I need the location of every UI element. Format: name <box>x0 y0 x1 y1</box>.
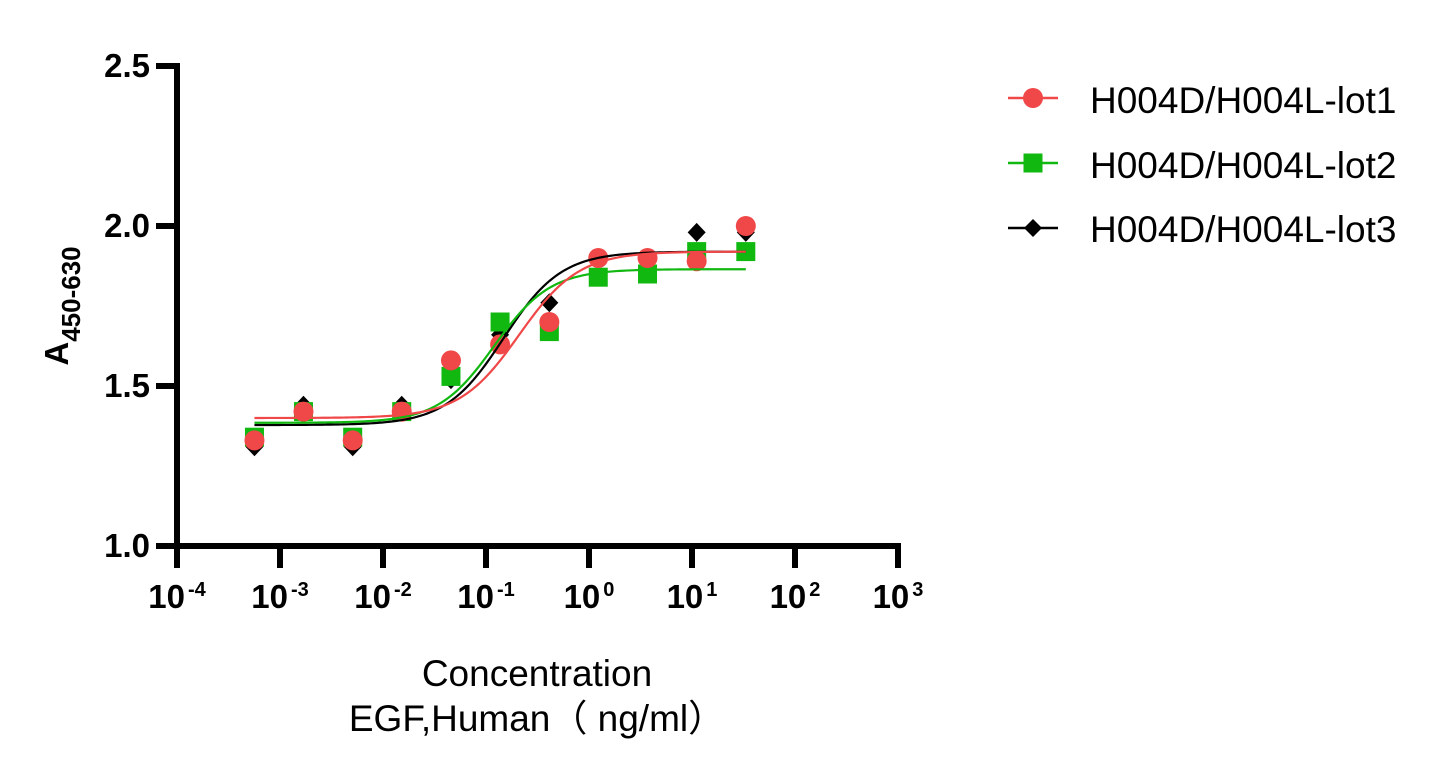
fit-curve-lot1 <box>254 250 746 420</box>
x-tick-label: 10 1 <box>667 578 718 615</box>
x-tick-label-exponent: -1 <box>497 579 515 601</box>
x-tick-label-base: 10 <box>251 578 288 615</box>
x-tick-label: 10 3 <box>873 578 924 615</box>
legend-label-lot2: H004D/H004L-lot2 <box>1090 145 1396 186</box>
x-tick-label-base: 10 <box>354 578 391 615</box>
data-point-lot1 <box>342 430 363 451</box>
x-tick-label-exponent: -3 <box>291 579 309 601</box>
x-axis-title-line1: Concentration <box>422 653 652 694</box>
data-point-lot3 <box>540 293 559 313</box>
legend-item-lot3: H004D/H004L-lot3 <box>1008 209 1396 250</box>
y-axis-title-subscript: 450-630 <box>56 246 86 341</box>
x-tick-label: 10 -3 <box>251 578 309 615</box>
legend: H004D/H004L-lot1 H004D/H004L-lot2 H004D/… <box>1008 80 1396 250</box>
y-tick-label: 2.5 <box>104 47 150 84</box>
legend-label-lot3: H004D/H004L-lot3 <box>1090 209 1396 250</box>
data-point-lot1 <box>293 401 314 422</box>
legend-label-lot1: H004D/H004L-lot1 <box>1090 80 1396 121</box>
x-axis-title-line2: EGF,Human（ ng/ml） <box>349 698 725 739</box>
x-tick-label: 10 2 <box>770 578 821 615</box>
x-tick-label-exponent: -4 <box>188 579 207 601</box>
x-tick-label-exponent: 3 <box>912 579 923 601</box>
data-point-lot2 <box>490 312 510 332</box>
fit-curves <box>254 250 746 427</box>
data-point-lot1 <box>735 216 756 236</box>
fit-curve-lot2 <box>254 268 746 424</box>
x-tick-label-exponent: 0 <box>603 579 614 601</box>
x-tick-label-base: 10 <box>457 578 494 615</box>
y-tick-label: 2.0 <box>104 207 150 244</box>
data-point-lot1 <box>539 312 560 332</box>
x-tick-label: 10 -1 <box>457 578 515 615</box>
legend-item-lot2: H004D/H004L-lot2 <box>1008 145 1396 186</box>
legend-item-lot1: H004D/H004L-lot1 <box>1008 80 1396 121</box>
x-tick-label-base: 10 <box>564 578 601 615</box>
x-tick-label: 10 -4 <box>148 578 206 615</box>
data-point-lot2 <box>441 366 461 386</box>
y-tick-label: 1.0 <box>104 527 150 564</box>
data-point-lot1 <box>637 248 658 268</box>
y-axis-title-main: A <box>38 342 75 366</box>
data-point-lot2 <box>736 242 756 262</box>
x-tick-label: 10 -2 <box>354 578 412 615</box>
data-point-lot2 <box>588 267 608 287</box>
data-point-lot1 <box>244 430 265 451</box>
x-tick-label-exponent: -2 <box>394 579 412 601</box>
x-tick-label: 10 0 <box>564 578 615 615</box>
x-tick-label-base: 10 <box>873 578 910 615</box>
x-tick-label-base: 10 <box>667 578 704 615</box>
legend-circle-marker-icon <box>1023 88 1043 108</box>
x-tick-label-exponent: 2 <box>809 579 820 601</box>
data-point-lot1 <box>440 350 461 371</box>
y-tick-label: 1.5 <box>104 367 150 404</box>
legend-diamond-marker-icon <box>1024 219 1042 237</box>
y-axis-title: A450-630 <box>38 246 86 365</box>
x-tick-label-base: 10 <box>148 578 185 615</box>
x-tick-label-base: 10 <box>770 578 807 615</box>
legend-square-marker-icon <box>1023 153 1043 173</box>
axes: 1.01.52.02.510 -4 10 -3 10 -2 10 -1 10 0 10 1 10 2 10 3 <box>104 47 923 615</box>
data-point-lot1 <box>686 251 707 272</box>
data-point-lot3 <box>687 222 706 242</box>
x-tick-label-exponent: 1 <box>706 579 717 601</box>
